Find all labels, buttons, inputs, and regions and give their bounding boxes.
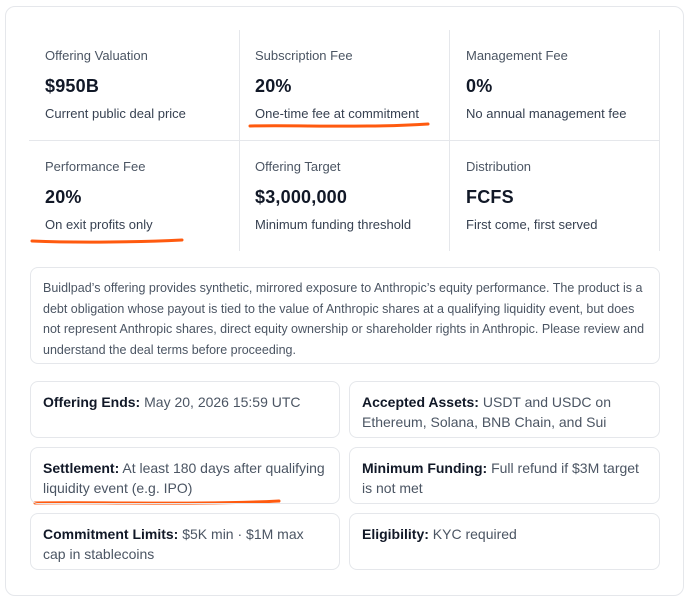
detail-key: Accepted Assets: (362, 394, 479, 410)
stat-label: Subscription Fee (255, 48, 353, 63)
detail-settlement: Settlement: At least 180 days after qual… (30, 447, 340, 504)
stat-description: First come, first served (466, 217, 598, 232)
detail-value: May 20, 2026 15:59 UTC (144, 394, 301, 410)
detail-value: USDT and USDC on Ethereum, Solana, BNB C… (362, 394, 612, 430)
annotation-underline-subscription (248, 122, 430, 128)
stat-value: FCFS (466, 187, 514, 207)
stat-value: $950B (45, 76, 100, 96)
detail-eligibility: Eligibility: KYC required (349, 513, 660, 570)
stat-description: One-time fee at commitment (255, 106, 419, 121)
stat-description: No annual management fee (466, 106, 627, 121)
detail-value: Full refund if $3M target is not met (362, 460, 639, 496)
offering-details-card (5, 6, 684, 596)
detail-value: At least 180 days after qualifying liqui… (43, 460, 325, 496)
offering-disclaimer: Buidlpad’s offering provides synthetic, … (30, 267, 660, 364)
detail-key: Eligibility: (362, 526, 429, 542)
detail-value: $5K min · $1M max cap in stablecoins (43, 526, 304, 562)
stat-value: 0% (466, 76, 493, 96)
grid-divider (29, 140, 660, 141)
detail-accepted-assets: Accepted Assets: USDT and USDC on Ethere… (349, 381, 660, 438)
stat-label: Offering Valuation (45, 48, 148, 63)
detail-key: Offering Ends: (43, 394, 141, 410)
stat-label: Distribution (466, 159, 532, 174)
offering-stats-grid: Offering Valuation $950B Current public … (29, 30, 660, 251)
detail-minimum-funding: Minimum Funding: Full refund if $3M targ… (349, 447, 660, 504)
stat-subscription-fee: Subscription Fee 20% One-time fee at com… (239, 30, 450, 140)
detail-offering-ends: Offering Ends: May 20, 2026 15:59 UTC (30, 381, 340, 438)
stat-value: $3,000,000 (255, 187, 348, 207)
detail-key: Minimum Funding: (362, 460, 488, 476)
stat-description: Current public deal price (45, 106, 186, 121)
stat-label: Offering Target (255, 159, 341, 174)
annotation-underline-performance (30, 238, 184, 244)
detail-commitment-limits: Commitment Limits: $5K min · $1M max cap… (30, 513, 340, 570)
stat-value: 20% (255, 76, 292, 96)
stat-description: Minimum funding threshold (255, 217, 412, 232)
stat-value: 20% (45, 187, 82, 207)
detail-key: Settlement: (43, 460, 120, 476)
stat-description: On exit profits only (45, 217, 153, 232)
stat-performance-fee: Performance Fee 20% On exit profits only (29, 141, 239, 251)
stat-management-fee: Management Fee 0% No annual management f… (450, 30, 660, 140)
stat-label: Performance Fee (45, 159, 146, 174)
stat-offering-target: Offering Target $3,000,000 Minimum fundi… (239, 141, 450, 251)
stat-distribution: Distribution FCFS First come, first serv… (450, 141, 660, 251)
detail-value: KYC required (432, 526, 517, 542)
detail-key: Commitment Limits: (43, 526, 179, 542)
stat-label: Management Fee (466, 48, 568, 63)
stat-offering-valuation: Offering Valuation $950B Current public … (29, 30, 239, 140)
